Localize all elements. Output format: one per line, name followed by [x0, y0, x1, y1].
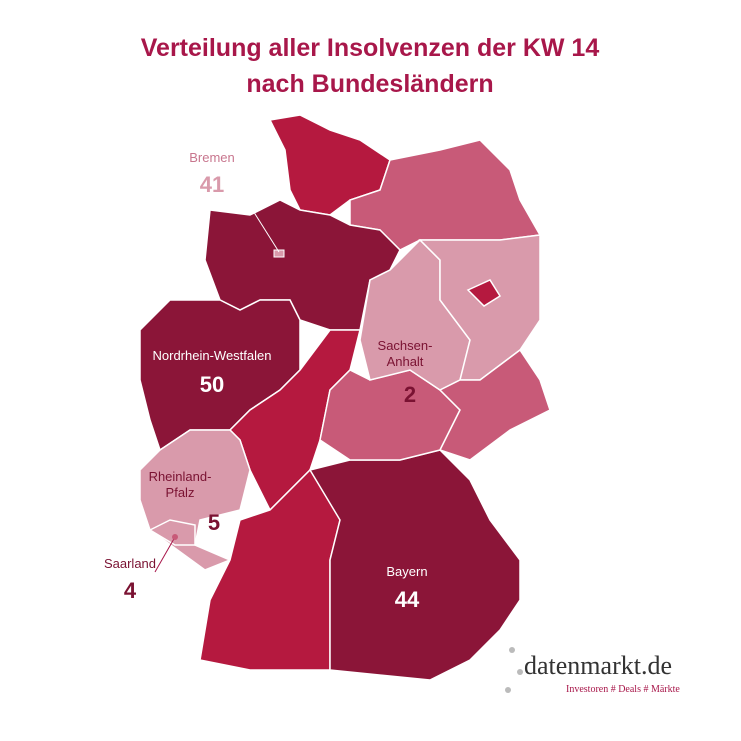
logo: datenmarkt.de Investoren # Deals # Märkt…	[505, 647, 680, 695]
region-value: 50	[200, 372, 224, 397]
region-value: 44	[395, 587, 420, 612]
region-name: Pfalz	[166, 485, 195, 500]
bremen-area	[273, 249, 285, 258]
region-value: 41	[200, 172, 224, 197]
title-line: Verteilung aller Insolvenzen der KW 14	[141, 34, 600, 62]
states	[139, 114, 551, 681]
region-name: Rheinland-	[149, 469, 212, 484]
region-name: Bayern	[386, 564, 427, 579]
leader-line	[239, 189, 280, 253]
saarland-dot	[172, 534, 178, 540]
logo-dot	[509, 647, 515, 653]
logo-name: datenmarkt.de	[524, 651, 672, 680]
logo-dot	[505, 687, 511, 693]
region-value: 2	[404, 382, 416, 407]
region-name: Nordrhein-Westfalen	[153, 348, 272, 363]
region-name: Sachsen-	[378, 338, 433, 353]
region-name: Bremen	[189, 150, 235, 165]
logo-tagline: Investoren # Deals # Märkte	[566, 684, 680, 695]
logo-dot	[517, 669, 523, 675]
region-value: 5	[208, 510, 220, 535]
state	[466, 279, 502, 307]
state	[148, 519, 196, 546]
region-name: Saarland	[104, 556, 156, 571]
region-name: Anhalt	[387, 354, 424, 369]
region-value: 4	[124, 578, 137, 603]
leader-line	[154, 536, 176, 573]
title-line: nach Bundesländern	[246, 70, 493, 98]
state	[438, 348, 551, 461]
